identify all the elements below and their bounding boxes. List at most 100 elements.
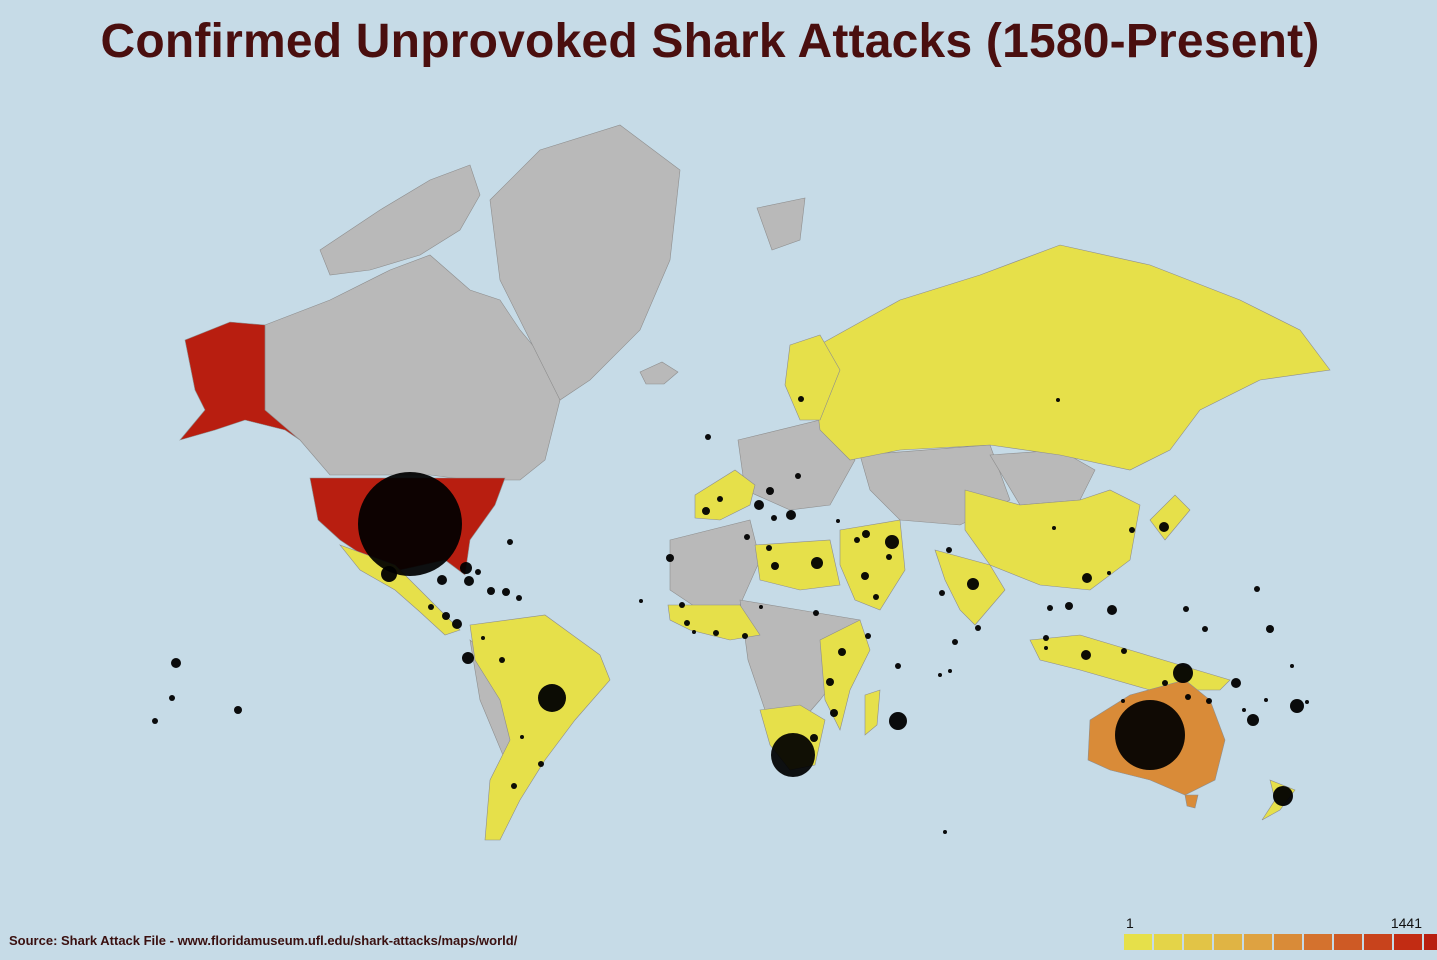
libya-egypt-region	[754, 539, 841, 591]
legend-swatch	[1424, 934, 1437, 950]
attack-bubble	[713, 630, 719, 636]
attack-bubble	[462, 652, 474, 664]
russia-region	[809, 244, 1331, 471]
attack-bubble	[798, 396, 804, 402]
japan-region	[1149, 494, 1191, 541]
attack-bubble	[766, 545, 772, 551]
attack-bubble	[786, 510, 796, 520]
attack-bubble	[1273, 786, 1293, 806]
attack-bubble	[810, 734, 818, 742]
attack-bubble	[838, 648, 846, 656]
attack-bubble	[538, 761, 544, 767]
attack-bubble	[854, 537, 860, 543]
attack-bubble	[487, 587, 495, 595]
attack-bubble	[442, 612, 450, 620]
attack-bubble	[1081, 650, 1091, 660]
attack-bubble	[873, 594, 879, 600]
source-citation: Source: Shark Attack File - www.floridam…	[9, 933, 518, 948]
attack-bubble	[1185, 694, 1191, 700]
attack-bubble	[475, 569, 481, 575]
legend-color-bar	[1124, 934, 1437, 950]
attack-bubble	[744, 534, 750, 540]
attack-bubble	[1183, 606, 1189, 612]
attack-bubble	[702, 507, 710, 515]
attack-bubble	[1305, 700, 1309, 704]
iceland-region	[639, 361, 679, 385]
attack-bubble	[507, 539, 513, 545]
legend-swatch	[1274, 934, 1302, 950]
attack-bubble	[861, 572, 869, 580]
attack-bubble	[771, 733, 815, 777]
attack-bubble	[679, 602, 685, 608]
svalbard-region	[756, 197, 806, 251]
attack-bubble	[1206, 698, 1212, 704]
attack-bubble	[428, 604, 434, 610]
attack-bubble	[1043, 635, 1049, 641]
attack-bubble	[692, 630, 696, 634]
legend-min-label: 1	[1126, 915, 1134, 931]
indonesia-region	[1029, 634, 1231, 691]
attack-bubbles	[152, 396, 1309, 834]
attack-bubble	[889, 712, 907, 730]
attack-bubble	[1121, 648, 1127, 654]
attack-bubble	[813, 610, 819, 616]
attack-bubble	[152, 718, 158, 724]
attack-bubble	[452, 619, 462, 629]
attack-bubble	[1121, 699, 1125, 703]
attack-bubble	[684, 620, 690, 626]
tasmania-region	[1184, 794, 1199, 809]
attack-bubble	[381, 566, 397, 582]
attack-bubble	[1162, 680, 1168, 686]
attack-bubble	[460, 562, 472, 574]
attack-bubble	[171, 658, 181, 668]
madagascar-region	[864, 689, 881, 736]
attack-bubble	[952, 639, 958, 645]
attack-bubble	[499, 657, 505, 663]
attack-bubble	[885, 535, 899, 549]
attack-bubble	[1264, 698, 1268, 702]
attack-bubble	[759, 605, 763, 609]
attack-bubble	[1107, 571, 1111, 575]
attack-bubble	[516, 595, 522, 601]
attack-bubble	[865, 633, 871, 639]
attack-bubble	[946, 547, 952, 553]
legend-swatch	[1244, 934, 1272, 950]
western-europe-region	[694, 469, 756, 521]
attack-bubble	[1107, 605, 1117, 615]
attack-bubble	[811, 557, 823, 569]
mexico-region	[339, 544, 461, 636]
attack-bubble	[967, 578, 979, 590]
attack-bubble	[538, 684, 566, 712]
east-africa-region	[819, 619, 871, 731]
attack-bubble	[169, 695, 175, 701]
attack-bubble	[830, 709, 838, 717]
attack-bubble	[481, 636, 485, 640]
attack-bubble	[766, 487, 774, 495]
attack-bubble	[1202, 626, 1208, 632]
attack-bubble	[836, 519, 840, 523]
attack-bubble	[639, 599, 643, 603]
attack-bubble	[771, 562, 779, 570]
attack-bubble	[1290, 664, 1294, 668]
south-america-region	[469, 614, 611, 841]
attack-bubble	[437, 575, 447, 585]
data-land	[179, 244, 1331, 841]
attack-bubble	[520, 735, 524, 739]
attack-bubble	[1173, 663, 1193, 683]
attack-bubble	[1047, 605, 1053, 611]
attack-bubble	[1044, 646, 1048, 650]
legend-swatch	[1124, 934, 1152, 950]
attack-bubble	[754, 500, 764, 510]
map-title: Confirmed Unprovoked Shark Attacks (1580…	[100, 15, 1320, 68]
legend-swatch	[1364, 934, 1392, 950]
attack-bubble	[1159, 522, 1169, 532]
attack-bubble	[1254, 586, 1260, 592]
legend-swatch	[1184, 934, 1212, 950]
attack-bubble	[1290, 699, 1304, 713]
alaska-region	[179, 321, 301, 441]
legend-swatch	[1154, 934, 1182, 950]
attack-bubble	[1231, 678, 1241, 688]
color-scale-legend: 1 1441	[1124, 915, 1437, 955]
attack-bubble	[795, 473, 801, 479]
